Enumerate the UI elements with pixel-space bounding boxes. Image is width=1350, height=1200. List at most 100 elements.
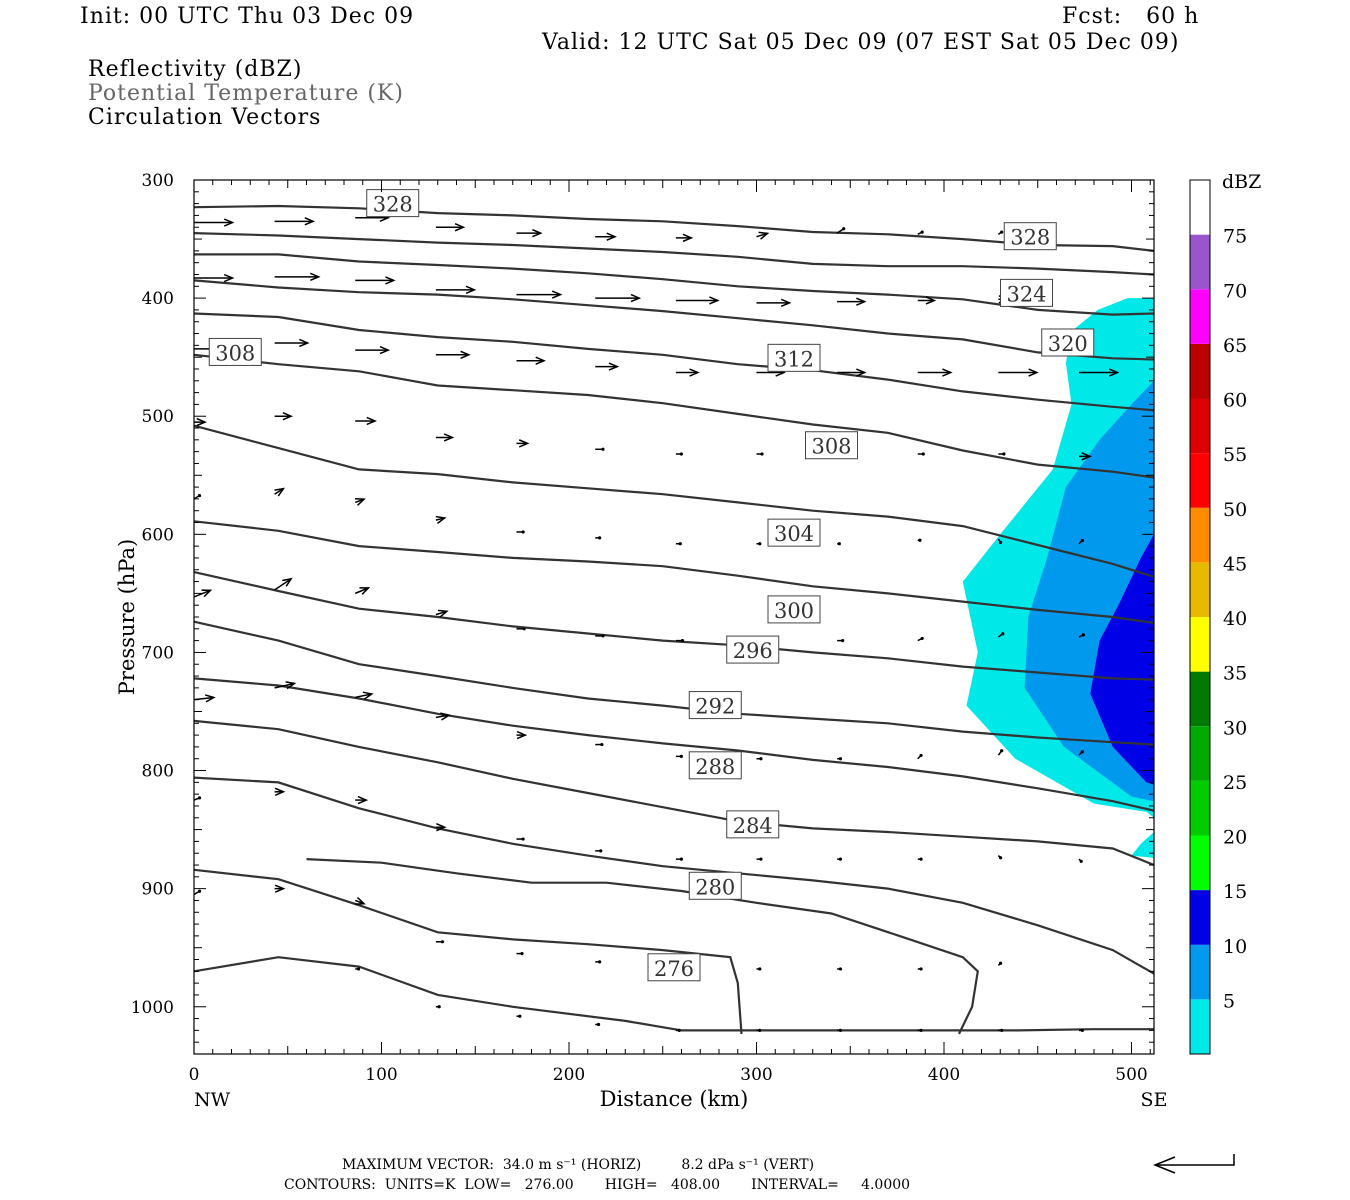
x-tick-label: 400 [928,1065,960,1085]
colorbar-segment [1190,507,1210,563]
y-tick-label: 1000 [131,998,174,1018]
init-time: Init: 00 UTC Thu 03 Dec 09 [80,4,415,29]
circulation-vector [837,1028,843,1032]
circulation-vector [274,787,286,796]
circulation-vector [1079,1028,1084,1032]
circulation-vector [595,849,603,853]
circulation-vector [997,230,1004,235]
circulation-vector [595,232,617,241]
colorbar-segment [1190,453,1210,508]
contour-label: 288 [688,751,742,780]
circulation-vector [675,233,694,243]
theta-contour-288 [193,719,1155,867]
circulation-vector [675,296,720,305]
circulation-vector [917,538,922,542]
circulation-vector [354,897,366,905]
circulation-vector [274,412,294,421]
contour-label: 304 [767,518,821,547]
colorbar-segment [1190,289,1210,344]
circulation-vector [274,577,293,591]
plot-axes: 0 100 200 300 400 500 300 400 500 600 700 800 900 100… [115,171,1167,1111]
svg-text:304: 304 [774,522,814,546]
colorbar-segment [1190,398,1210,454]
circulation-vector [837,542,841,546]
circulation-vector [917,296,937,305]
circulation-vector [997,749,1004,756]
svg-text:296: 296 [733,639,773,663]
circulation-vector [435,940,445,944]
x-tick-label: 0 [189,1065,200,1085]
svg-text:300: 300 [774,599,814,623]
circulation-vector [917,753,923,760]
circulation-vector [756,452,764,456]
colorbar-segment [1190,671,1210,727]
colorbar-segment [1190,780,1210,836]
reference-vector-arrow [1152,1154,1235,1174]
circulation-vector [756,967,762,971]
x-end-label-se: SE [1141,1089,1168,1111]
circulation-vector [193,694,216,703]
colorbar-label: 10 [1223,936,1247,958]
colorbar-label: 30 [1223,717,1247,739]
y-tick-label: 800 [142,762,174,782]
colorbar-segment [1190,617,1210,672]
circulation-vector [355,276,396,285]
colorbar-frame [1189,179,1211,1055]
svg-text:284: 284 [733,814,773,838]
colorbar-label: 75 [1223,226,1247,248]
theta-contour-300 [193,571,1155,681]
colorbar-label: 45 [1223,553,1247,575]
svg-text:292: 292 [695,695,735,719]
contour-label: 320 [1041,328,1095,357]
circulation-vector [274,884,286,893]
circulation-vector [516,1014,522,1018]
circulation-vector [355,691,374,700]
circulation-vector [997,855,1003,860]
contour-label: 324 [1000,278,1053,307]
circulation-vector [516,228,543,238]
circulation-vector [435,823,447,832]
circulation-vector [274,217,316,226]
circulation-vector [1078,858,1083,863]
y-tick-label: 700 [142,643,174,663]
circulation-vector [1078,633,1085,638]
colorbar-label: 20 [1223,827,1247,849]
circulation-vector [756,857,763,861]
theta-contour-292 [193,677,1155,812]
circulation-vector [998,452,1006,456]
x-end-label-nw: NW [194,1089,231,1111]
theta-contour-280 [306,858,979,1035]
circulation-vector [675,368,700,377]
circulation-vector [194,218,235,227]
circulation-vector [917,967,923,971]
circulation-vector [274,338,310,348]
theta-contour-308 [193,424,1155,578]
svg-text:320: 320 [1048,332,1088,356]
y-tick-label: 500 [142,407,174,427]
contour-label: 300 [767,595,821,624]
colorbar-label: 55 [1223,444,1247,466]
circulation-vector [997,961,1003,966]
circulation-vector [837,857,843,861]
colorbar-segment [1190,999,1210,1054]
colorbar-label: 15 [1223,881,1247,903]
circulation-vector [997,632,1005,638]
theta-contour-304 [193,520,1155,624]
circulation-vector [516,356,546,365]
circulation-vector [998,1028,1004,1032]
colorbar-segment [1190,944,1210,1000]
reflectivity-fill [962,298,1154,858]
circulation-vector [595,293,642,303]
circulation-vector [435,223,466,232]
circulation-vector [274,272,321,282]
circulation-vector [516,837,525,841]
circulation-vector [917,368,953,377]
colorbar-segment [1190,835,1210,891]
circulation-vector [917,1028,923,1032]
circulation-vector [917,857,923,861]
circulation-vector [836,227,846,234]
colorbar-label: 35 [1223,663,1247,685]
circulation-vector [435,609,449,618]
colorbar-title: dBZ [1222,171,1261,193]
